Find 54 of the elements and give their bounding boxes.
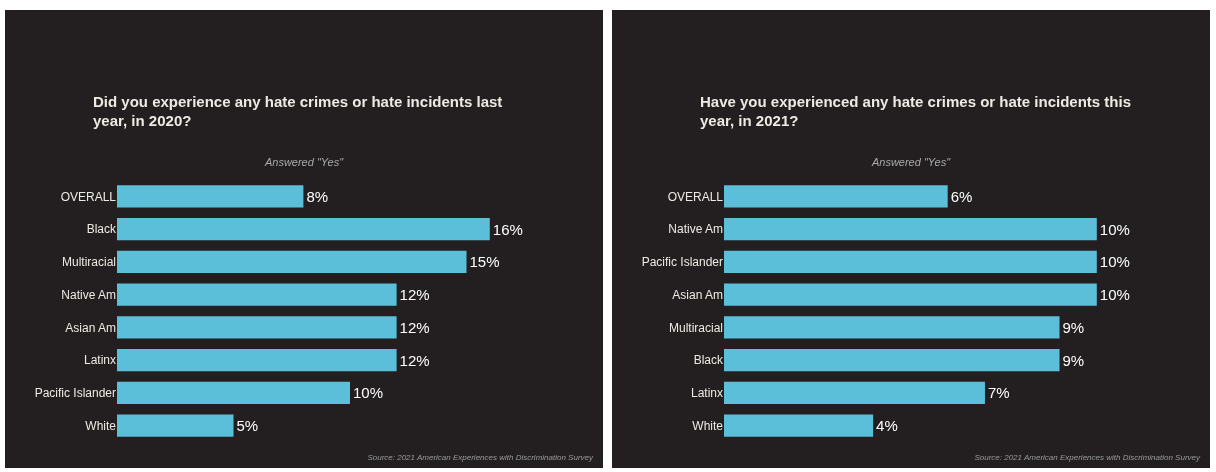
y-tick-label: Black (693, 353, 724, 368)
data-label: 16% (492, 220, 523, 238)
bar (724, 217, 1097, 241)
bar (117, 185, 304, 208)
data-label: 12% (399, 318, 430, 336)
y-tick-label: Latinx (690, 386, 723, 401)
data-label: 10% (353, 384, 384, 402)
y-tick-label: OVERALL (60, 189, 117, 204)
bar (724, 414, 874, 437)
bar (724, 283, 1097, 306)
bar (117, 217, 490, 241)
bar (117, 414, 234, 437)
data-label: 6% (950, 187, 973, 205)
source-note: Source: 2021 American Experiences with Discrimination Survey (367, 453, 593, 462)
y-tick-label: Native Am (61, 287, 116, 302)
data-label: 15% (469, 253, 500, 271)
data-label: 7% (987, 384, 1010, 402)
data-label: 9% (1062, 351, 1085, 369)
chart-subtitle: Answered "Yes" (870, 156, 952, 168)
data-label: 12% (399, 286, 430, 304)
bar (117, 381, 350, 405)
y-tick-label: Multiracial (61, 255, 116, 270)
data-label: 4% (876, 417, 898, 435)
bar (117, 250, 467, 274)
data-label: 9% (1062, 318, 1085, 336)
bar (724, 316, 1060, 339)
chart-subtitle: Answered "Yes" (263, 156, 345, 168)
data-label: 10% (1099, 286, 1130, 304)
bar (724, 381, 985, 405)
bar (117, 283, 397, 306)
y-tick-label: White (85, 418, 117, 433)
source-note: Source: 2021 American Experiences with Discrimination Survey (974, 453, 1200, 462)
y-tick-label: Pacific Islander (34, 386, 116, 401)
y-tick-label: OVERALL (667, 189, 724, 204)
bar (724, 348, 1060, 372)
y-tick-label: Asian Am (672, 287, 723, 302)
bar (724, 250, 1097, 274)
y-tick-label: White (692, 418, 724, 433)
data-label: 5% (236, 417, 259, 435)
data-label: 10% (1099, 253, 1130, 271)
y-tick-label: Native Am (668, 222, 723, 237)
y-tick-label: Black (86, 222, 117, 237)
y-tick-label: Pacific Islander (641, 255, 723, 270)
data-label: 12% (399, 351, 430, 369)
chart-title: Have you experienced any hate crimes or hate incidents this year, in 2021? (700, 92, 1132, 130)
bar (724, 185, 948, 208)
chart-title: Did you experience any hate crimes or hate incidents last year, in 2020? (93, 92, 504, 130)
y-tick-label: Latinx (83, 353, 116, 368)
bar (117, 348, 397, 372)
bar (117, 316, 397, 339)
y-tick-label: Asian Am (65, 320, 116, 335)
data-label: 8% (306, 187, 329, 205)
data-label: 10% (1099, 220, 1130, 238)
y-tick-label: Multiracial (668, 320, 723, 335)
